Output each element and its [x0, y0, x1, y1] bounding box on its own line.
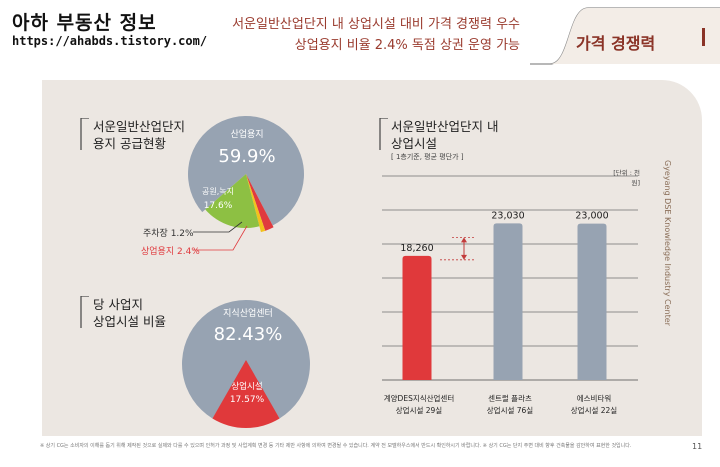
- bar-value-label: 23,000: [575, 211, 608, 222]
- pie1-commercial-label: 상업용지 2.4%: [141, 247, 200, 257]
- pie2-comm-value: 17.57%: [230, 395, 265, 405]
- ratio-title: 당 사업지 상업시설 비율: [93, 296, 166, 330]
- section-marker: [80, 296, 89, 328]
- pie1-slice-park: [205, 174, 260, 228]
- ratio-title-line2: 상업시설 비율: [93, 314, 166, 329]
- pie1-industrial-label: 산업용지: [230, 129, 263, 140]
- pie2-center-label: 지식산업센터: [223, 308, 273, 319]
- pie2-comm-label: 상업시설: [231, 381, 262, 392]
- bar-category-label: 상업시설 22실: [571, 405, 618, 415]
- pie1-slice-parking: [246, 174, 266, 233]
- bar-title-line1: 서운일반산업단지 내: [391, 119, 499, 134]
- ratio-title-line1: 당 사업지: [93, 297, 143, 312]
- supply-title-line2: 용지 공급현황: [93, 136, 166, 151]
- pie2-center-value: 82.43%: [214, 324, 283, 345]
- section-marker: [80, 118, 89, 150]
- bar-category-label: 센트럴 플라츠: [488, 393, 532, 403]
- bar-2: [493, 223, 523, 380]
- pie1-slice-industrial: [188, 116, 304, 226]
- commercial-ratio-pie-chart: 지식산업센터 82.43% 상업시설 17.57%: [182, 300, 310, 428]
- bar-category-label: 계양DES지식산업센터: [384, 393, 454, 403]
- bar-category-label: 에스비타워: [577, 394, 612, 403]
- bar-1: [402, 255, 432, 380]
- price-gap-arrow: [440, 236, 476, 261]
- pie1-park-label: 공원,녹지: [202, 187, 234, 196]
- section-tab-shape: [530, 7, 720, 65]
- bar-value-label: 23,030: [491, 210, 524, 221]
- pie1-slice-commercial: [246, 174, 274, 231]
- side-caption: Gyeyang DSE Knowledge Industry Center: [663, 160, 672, 326]
- pie1-industrial-value: 59.9%: [218, 146, 275, 167]
- page-number: 11: [692, 442, 703, 451]
- bar-unit: [단위 : 천원]: [613, 169, 640, 187]
- brand-url[interactable]: https://ahabds.tistory.com/: [12, 34, 208, 48]
- bar-3: [577, 223, 607, 380]
- bar-value-label: 18,260: [400, 243, 433, 254]
- bar-category-label: 상업시설 29실: [396, 405, 443, 415]
- footer-note: ※ 상기 CG는 소비자의 이해를 돕기 위해 제작된 것으로 실제와 다를 수…: [40, 443, 632, 449]
- headline-line-2: 상업용지 비율 2.4% 독점 상권 운영 가능: [294, 38, 520, 53]
- land-supply-pie-chart: 산업용지 59.9% 공원,녹지 17.6%: [188, 116, 304, 233]
- section-tab-label: 가격 경쟁력: [576, 34, 656, 53]
- supply-title: 서운일반산업단지 용지 공급현황: [93, 118, 185, 152]
- bar-section-title: 서운일반산업단지 내 상업시설: [391, 118, 498, 152]
- section-marker: [379, 118, 388, 150]
- headline-line-1: 서운일반산업단지 내 상업시설 대비 가격 경쟁력 우수: [232, 17, 520, 32]
- pie1-parking-label: 주차장 1.2%: [143, 229, 194, 239]
- supply-title-line1: 서운일반산업단지: [93, 119, 186, 134]
- brand-title: 아하 부동산 정보: [12, 12, 157, 34]
- bar-category-label: 상업시설 76실: [487, 405, 534, 415]
- pie2-slice-commercial: [212, 360, 280, 428]
- pie1-park-value: 17.6%: [204, 201, 233, 211]
- pie1-leader-lines: [193, 221, 248, 251]
- bar-subtitle: [ 1층기준, 평균 평단가 ]: [391, 153, 464, 161]
- bar-title-line2: 상업시설: [391, 136, 438, 151]
- pie2-slice-center: [182, 300, 310, 419]
